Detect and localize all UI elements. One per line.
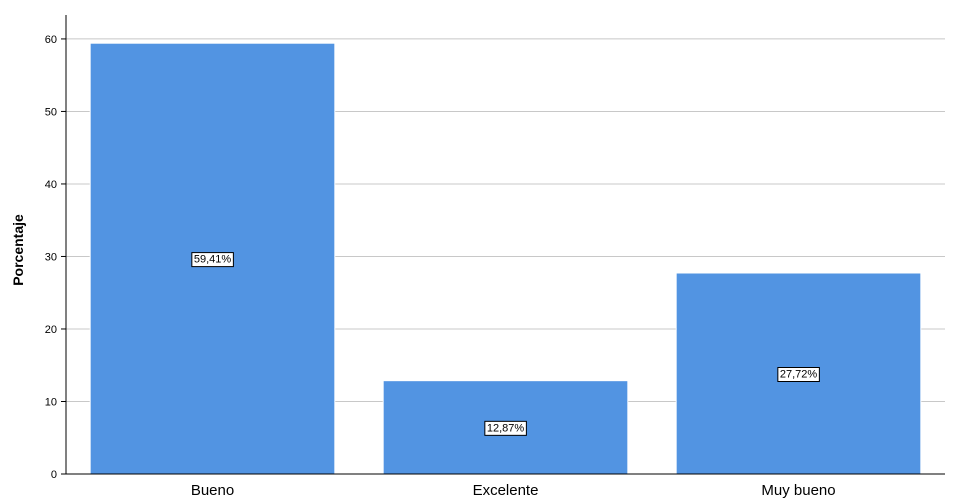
y-tick-label: 0 (51, 469, 57, 481)
data-label-text: 59,41% (194, 254, 232, 266)
y-tick-label: 30 (45, 251, 57, 263)
bars (89, 42, 922, 475)
data-labels: 59,41% 12,87% 27,72% (191, 252, 820, 436)
x-tick-labels: Bueno Excelente Muy bueno (191, 482, 836, 499)
data-label-box (191, 252, 234, 268)
y-ticks: 0 10 20 30 40 50 60 (45, 34, 66, 481)
y-tick-label: 60 (45, 34, 57, 46)
x-tick-label: Bueno (191, 482, 234, 499)
y-tick-label: 20 (45, 324, 57, 336)
y-tick-label: 40 (45, 179, 57, 191)
x-tick-label: Muy bueno (761, 482, 835, 499)
data-label: 12,87% (484, 420, 527, 436)
data-label-box (777, 366, 820, 382)
x-tick-label: Excelente (473, 482, 539, 499)
data-label-box (484, 420, 527, 436)
y-tick-label: 50 (45, 106, 57, 118)
data-label: 27,72% (777, 366, 820, 382)
data-label-text: 12,87% (487, 422, 525, 434)
y-tick-label: 10 (45, 396, 57, 408)
y-axis-title: Porcentaje (10, 214, 26, 286)
data-label: 59,41% (191, 252, 234, 268)
axes (65, 15, 945, 475)
data-label-text: 27,72% (780, 368, 818, 380)
